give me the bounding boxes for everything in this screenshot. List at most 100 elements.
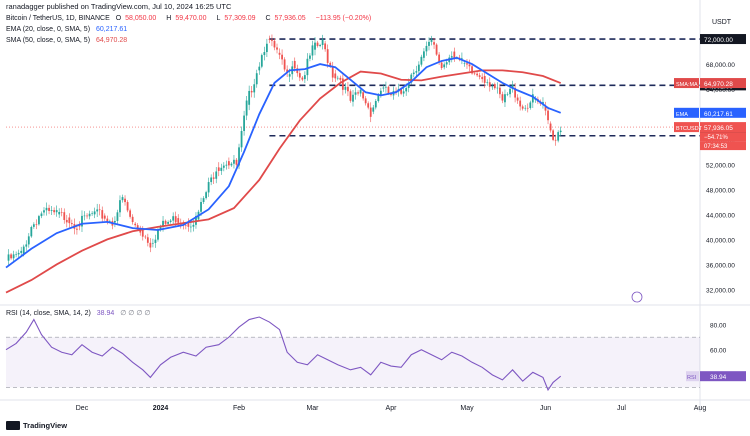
y-tick-label: 48,000.00	[706, 187, 735, 194]
price-tag-value: 64,970.28	[704, 81, 733, 88]
candle-body	[557, 132, 560, 141]
y-tick-label: 64,000.00	[706, 87, 735, 94]
rsi-legend-value: 38.94	[96, 310, 115, 317]
candle-body	[542, 102, 544, 104]
ema-legend[interactable]: EMA (20, close, 0, SMA, 5) 60,217.61	[6, 26, 131, 33]
candle-body	[341, 78, 344, 90]
rsi-legend[interactable]: RSI (14, close, SMA, 14, 2) 38.94 ∅ ∅ ∅ …	[6, 309, 154, 317]
candle-body	[238, 147, 240, 166]
candle-body	[364, 98, 367, 104]
candle-body	[103, 215, 106, 219]
candle-body	[417, 64, 420, 72]
candle-body	[83, 215, 86, 217]
candle-body	[301, 77, 304, 80]
candle-body	[357, 92, 359, 94]
rsi-legend-extra: ∅ ∅ ∅ ∅	[120, 310, 151, 317]
candle-body	[233, 159, 235, 164]
candle-body	[121, 197, 124, 201]
candle-body	[521, 106, 524, 109]
candle-body	[486, 82, 489, 83]
candle-body	[303, 75, 306, 80]
candle-body	[78, 224, 81, 227]
price-tag-value: 57,936.05	[704, 125, 733, 132]
candle-body	[129, 210, 132, 217]
candle-body	[76, 228, 78, 230]
price-tag-name-box	[674, 122, 699, 133]
candle-body	[529, 102, 532, 108]
candle-body	[509, 88, 511, 95]
candle-body	[412, 72, 415, 75]
ema-legend-value: 60,217.61	[95, 26, 128, 33]
candle-body	[496, 87, 499, 89]
candle-body	[347, 86, 349, 92]
candle-body	[435, 44, 438, 55]
candle-body	[420, 56, 423, 65]
candle-body	[369, 107, 372, 117]
candle-body	[68, 217, 71, 224]
y-tick-label: 44,000.00	[706, 212, 735, 219]
candle-body	[276, 47, 278, 50]
candle-body	[212, 177, 215, 179]
candle-body	[463, 63, 466, 64]
price-tag-sub-box	[700, 132, 746, 142]
candle-body	[428, 41, 430, 46]
candle-body	[390, 93, 392, 95]
candle-body	[235, 159, 238, 165]
candle-body	[402, 91, 405, 94]
candle-body	[30, 227, 33, 237]
rsi-tick-label: 60.00	[710, 348, 727, 355]
candle-body	[491, 86, 494, 88]
candle-body	[220, 167, 223, 171]
candle-body	[362, 92, 365, 99]
candle-body	[101, 210, 104, 219]
candle-body	[144, 236, 147, 238]
candle-body	[501, 94, 504, 101]
x-tick-label: 2024	[153, 405, 169, 412]
candle-body	[385, 86, 387, 88]
candle-body	[172, 216, 175, 221]
candle-body	[374, 101, 377, 108]
candle-body	[157, 229, 159, 240]
candle-body	[329, 62, 332, 67]
candle-body	[81, 215, 83, 227]
ema-legend-label: EMA (20, close, 0, SMA, 5)	[6, 26, 91, 33]
candle-body	[407, 82, 410, 89]
candle-body	[326, 49, 329, 63]
candle-body	[253, 84, 256, 93]
candle-body	[119, 200, 121, 213]
candle-body	[473, 73, 476, 75]
candle-body	[154, 239, 157, 243]
rsi-legend-label: RSI (14, close, SMA, 14, 2)	[6, 310, 91, 317]
candle-body	[215, 171, 218, 179]
candle-body	[334, 73, 337, 79]
publisher-note: ranadagger published on TradingView.com,…	[6, 2, 232, 11]
candle-body	[547, 110, 549, 121]
candle-body	[440, 62, 443, 68]
candle-body	[177, 218, 180, 223]
candle-body	[192, 224, 195, 227]
candle-body	[281, 54, 283, 60]
price-tag-name: SMA:MA	[676, 82, 698, 88]
candle-body	[174, 216, 177, 223]
candle-body	[93, 211, 96, 215]
candle-body	[106, 218, 109, 222]
candle-body	[443, 64, 446, 68]
candle-body	[493, 84, 496, 89]
candle-body	[169, 220, 172, 222]
candle-body	[116, 212, 119, 221]
rsi-value-tag	[700, 371, 746, 382]
candle-body	[152, 242, 154, 244]
candle-body	[319, 44, 321, 46]
candle-body	[433, 42, 435, 45]
candle-body	[63, 212, 66, 220]
candle-body	[263, 52, 266, 56]
candle-body	[468, 64, 471, 67]
candle-body	[243, 115, 245, 131]
sma-legend[interactable]: SMA (50, close, 0, SMA, 5) 64,970.28	[6, 37, 131, 44]
candle-body	[55, 210, 58, 213]
sma50-line	[5, 69, 562, 294]
candle-body	[43, 210, 45, 213]
candle-body	[17, 252, 20, 255]
candle-body	[136, 225, 139, 229]
